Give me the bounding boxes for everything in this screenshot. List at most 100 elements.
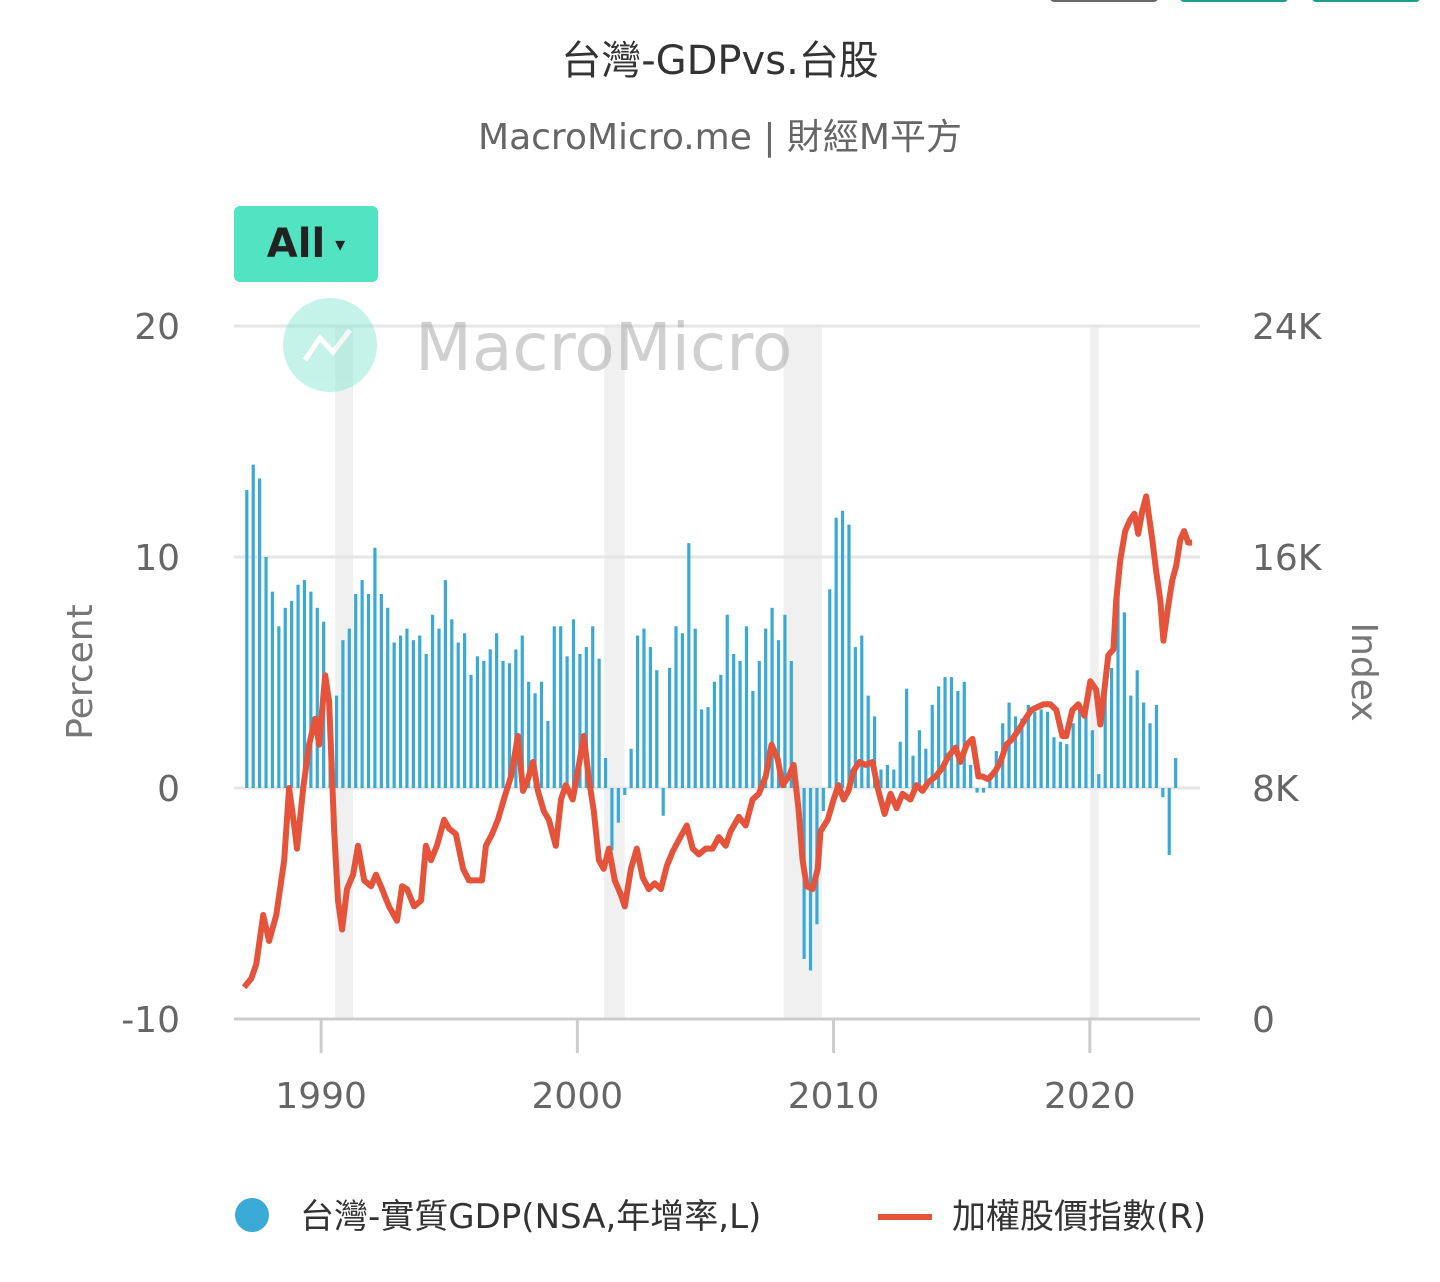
gdp-bar [975,788,979,793]
gdp-bar [924,748,928,788]
gdp-bar [834,517,838,788]
gdp-bar [1148,723,1152,788]
gdp-bar [642,628,646,788]
gdp-bar [552,626,556,788]
legend-item-gdp[interactable]: 台灣-實質GDP(NSA,年增率,L) [235,1197,761,1237]
gdp-bar [783,614,787,788]
gdp-bar [258,478,262,788]
gdp-bar [847,524,851,788]
gdp-bar [840,510,845,788]
top-button-gray[interactable] [1050,0,1158,2]
gdp-bar [776,640,781,788]
gdp-bar [379,593,383,788]
gdp-bar [719,674,723,788]
gdp-bar [930,704,934,788]
right-axis-tick-label: 16K [1252,538,1323,579]
gdp-bar [591,626,595,788]
gdp-bar [1052,737,1056,788]
gdp-bar [969,764,973,788]
gdp-bar [616,788,620,823]
gdp-bar [405,628,409,788]
gdp-bar [911,755,915,788]
gdp-bar [495,633,499,788]
chart-subtitle: MacroMicro.me | 財經M平方 [478,117,962,158]
top-button-teal-1[interactable] [1180,0,1288,2]
legend-item-index[interactable]: 加權股價指數(R) [878,1197,1206,1237]
gdp-bar [1142,702,1146,788]
legend: 台灣-實質GDP(NSA,年增率,L) 加權股價指數(R) [235,1197,1206,1237]
gdp-bar [341,640,345,788]
gdp-bar [706,707,710,788]
chart-title: 台灣-GDPvs.台股 [561,38,879,84]
gdp-bar [789,660,793,788]
logo-mark [302,328,352,362]
gdp-bar [430,614,435,788]
gdp-bar [1109,667,1114,788]
gdp-bar [475,656,480,788]
gdp-bar [559,626,563,788]
recession-band [1089,326,1099,1019]
gdp-bar [1084,711,1088,788]
gdp-bar [347,628,351,788]
gdp-bar [872,716,877,788]
gdp-bar [648,647,652,788]
gridlines [234,324,1200,1021]
gdp-bar [956,690,960,788]
gdp-bar [437,628,441,788]
range-selector-button[interactable]: All ▾ [234,206,378,282]
gdp-bar [1103,688,1107,788]
gdp-bar [1013,716,1018,788]
gdp-bar [623,788,627,795]
gdp-bar [386,607,390,788]
gdp-bar [655,670,659,788]
gdp-bar [302,580,307,788]
left-axis-tick-label: -10 [121,1000,180,1041]
gdp-bar [1058,741,1062,788]
left-axis-tick-label: 0 [157,769,180,810]
x-axis-tick-label: 2000 [532,1076,624,1117]
gdp-bar [1161,788,1165,798]
gdp-bar [635,635,640,788]
gdp-bar [584,647,588,788]
left-axis-tick-label: 10 [134,538,180,579]
gdp-bar [828,589,832,788]
gdp-bar [283,607,287,788]
gdp-bar [680,633,685,788]
gdp-bar [700,709,704,788]
gdp-bar [937,686,941,788]
gdp-bar [1097,774,1101,788]
gdp-bar [770,607,774,788]
gdp-bar [1065,744,1069,788]
top-button-teal-2[interactable] [1312,0,1420,2]
gdp-bar [463,633,467,788]
gdp-bar [943,677,947,788]
gdp-bar [456,642,460,788]
gdp-bar [450,619,454,788]
gdp-bar [866,695,870,788]
gdp-bar [629,748,633,788]
gdp-bar [744,626,749,788]
gdp-bar [443,580,447,788]
gdp-bar [1154,704,1159,788]
gdp-bar [732,654,736,788]
gdp-bar [962,681,966,788]
legend-label-gdp: 台灣-實質GDP(NSA,年增率,L) [300,1197,761,1237]
gdp-bar [1116,577,1120,788]
gdp-bar [712,681,717,788]
gdp-bar [757,660,761,788]
gdp-bar [821,788,825,812]
gdp-bar [751,690,755,788]
gdp-bar [264,557,268,788]
gdp-bar [245,490,249,788]
gdp-bar [1077,709,1082,788]
gdp-bar [1045,711,1050,788]
gdp-bar [898,741,902,788]
gdp-bar [661,788,665,816]
gdp-bar [764,628,768,788]
gdp-bar [1071,723,1075,788]
index-line [241,493,1193,990]
legend-label-index: 加權股價指數(R) [952,1197,1206,1237]
gdp-bar [1033,711,1037,788]
